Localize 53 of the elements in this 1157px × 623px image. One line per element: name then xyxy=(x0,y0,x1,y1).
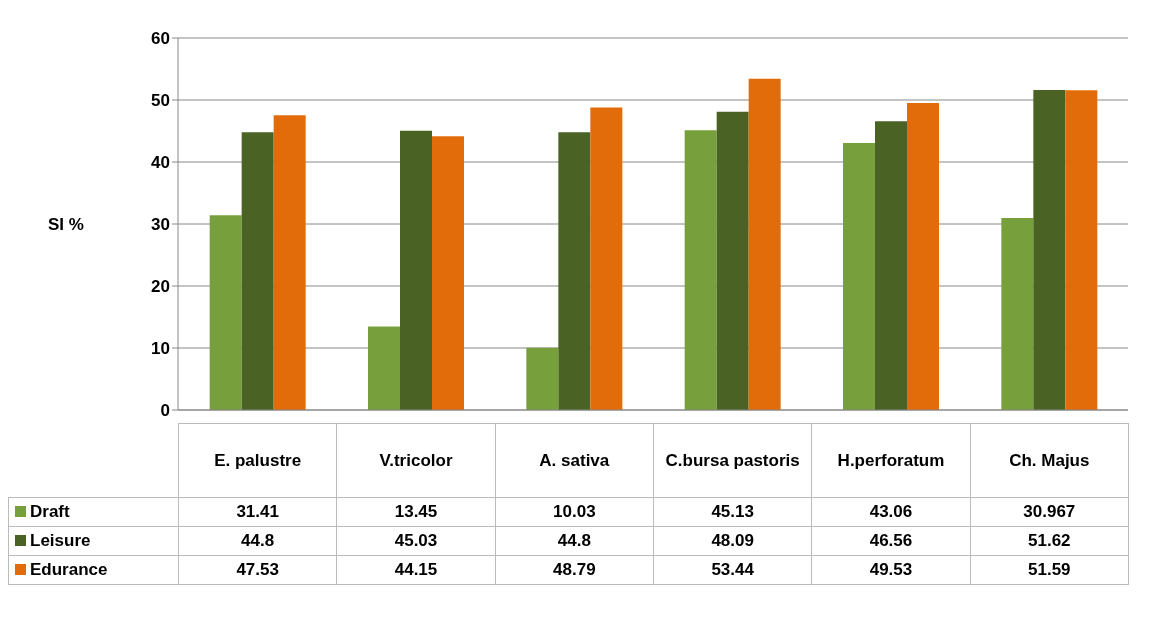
bar xyxy=(1001,218,1034,410)
bar xyxy=(907,102,939,410)
data-label: 46.56 xyxy=(811,526,971,556)
y-tick-label: 0 xyxy=(160,401,170,421)
x-tick-label: H.perforatum xyxy=(811,423,971,498)
data-label: 31.41 xyxy=(178,497,337,527)
bar xyxy=(209,215,242,410)
bar xyxy=(241,132,274,410)
data-label: 53.44 xyxy=(653,555,812,585)
bar xyxy=(400,130,432,410)
legend-label: Edurance xyxy=(8,555,179,585)
data-label: 44.15 xyxy=(336,555,496,585)
y-tick-label: 40 xyxy=(151,153,170,173)
data-label: 45.03 xyxy=(336,526,496,556)
x-tick-label: C.bursa pastoris xyxy=(653,423,812,498)
bar xyxy=(368,326,400,410)
data-label: 43.06 xyxy=(811,497,971,527)
bar xyxy=(526,347,559,410)
bar xyxy=(1065,90,1098,410)
legend-label: Draft xyxy=(8,497,179,527)
data-label: 10.03 xyxy=(495,497,654,527)
y-tick-label: 60 xyxy=(151,29,170,49)
data-label: 44.8 xyxy=(495,526,654,556)
data-label: 13.45 xyxy=(336,497,496,527)
bar xyxy=(684,130,717,410)
y-axis-title: SI % xyxy=(48,215,84,235)
bar xyxy=(716,111,749,410)
x-tick-label: Ch. Majus xyxy=(970,423,1129,498)
data-label: 51.62 xyxy=(970,526,1129,556)
data-label: 48.79 xyxy=(495,555,654,585)
bar xyxy=(843,143,875,410)
data-label: 49.53 xyxy=(811,555,971,585)
x-tick-label: E. palustre xyxy=(178,423,337,498)
data-label: 48.09 xyxy=(653,526,812,556)
x-tick-label: V.tricolor xyxy=(336,423,496,498)
bar xyxy=(875,121,907,410)
data-label: 44.8 xyxy=(178,526,337,556)
x-tick-label: A. sativa xyxy=(495,423,654,498)
y-tick-label: 20 xyxy=(151,277,170,297)
bar xyxy=(1033,89,1066,410)
data-label: 30.967 xyxy=(970,497,1129,527)
legend-label: Leisure xyxy=(8,526,179,556)
data-label: 51.59 xyxy=(970,555,1129,585)
y-tick-label: 50 xyxy=(151,91,170,111)
data-label: 47.53 xyxy=(178,555,337,585)
bar xyxy=(432,136,464,410)
y-tick-label: 10 xyxy=(151,339,170,359)
bar xyxy=(748,78,781,410)
bar xyxy=(590,107,623,410)
data-label: 45.13 xyxy=(653,497,812,527)
bar xyxy=(273,115,306,410)
bar xyxy=(558,132,591,410)
y-tick-label: 30 xyxy=(151,215,170,235)
